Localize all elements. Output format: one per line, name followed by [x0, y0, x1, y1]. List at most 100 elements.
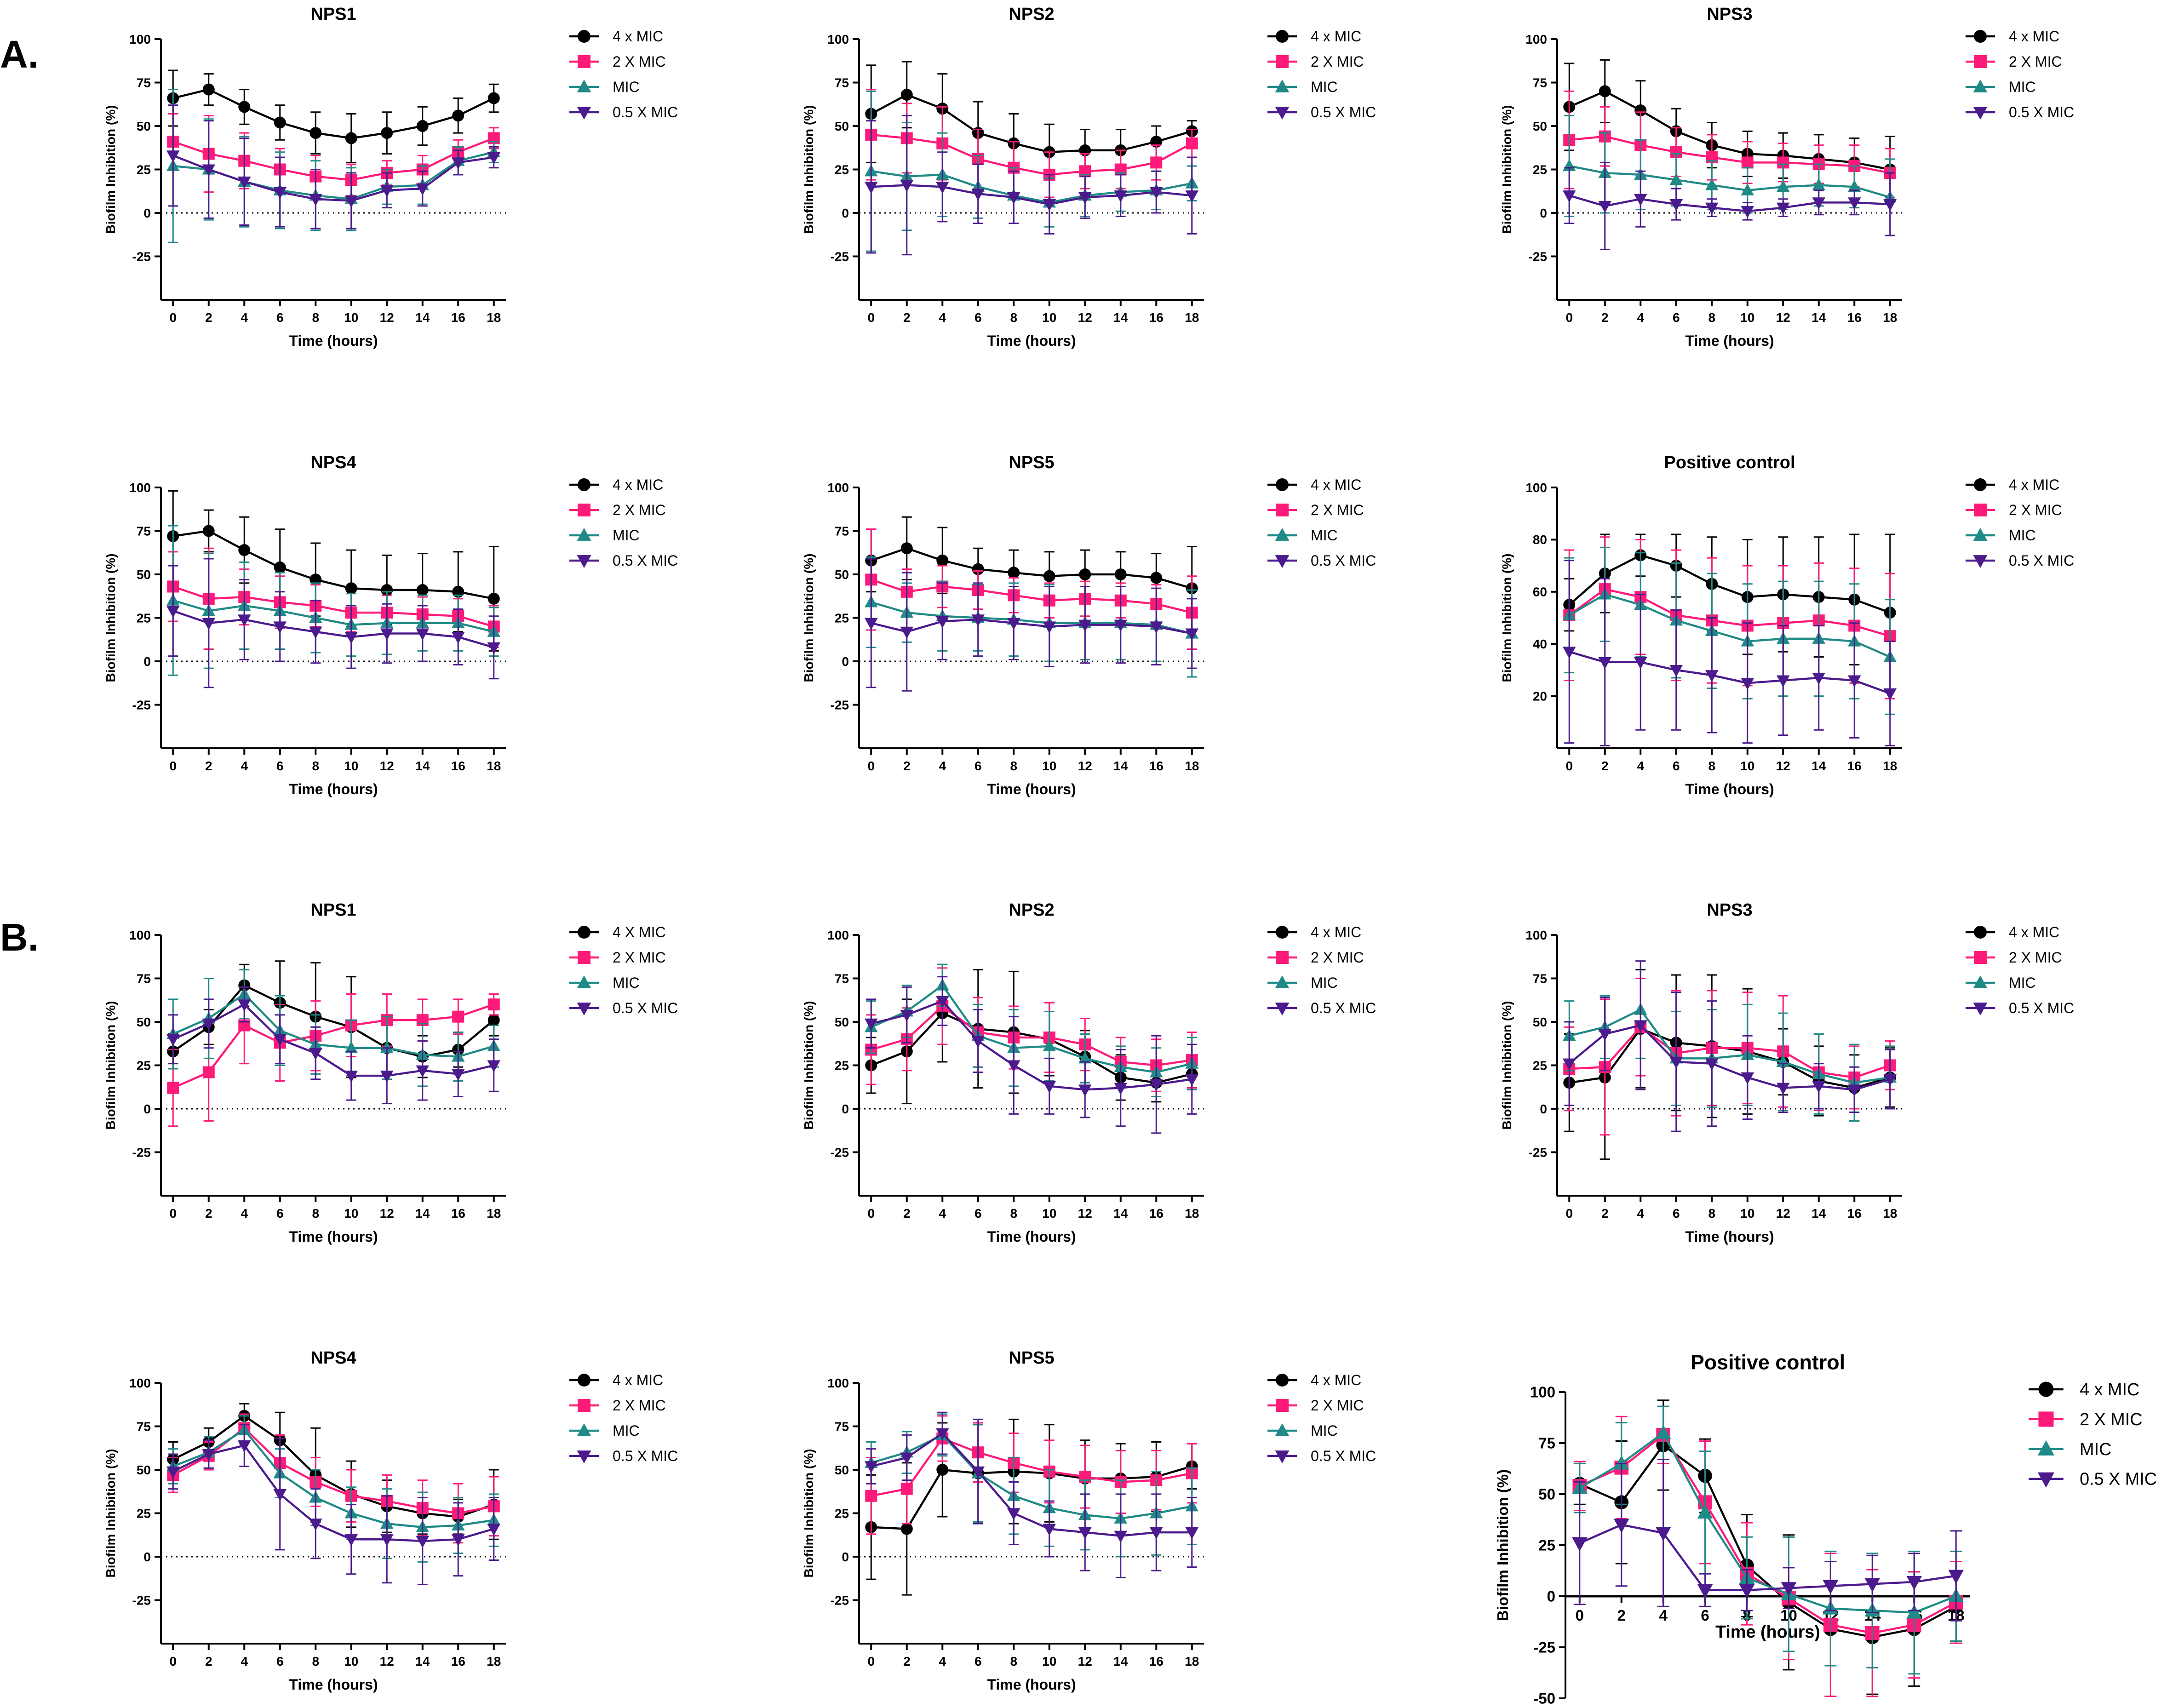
data-point [1864, 1578, 1880, 1593]
data-point [900, 88, 913, 101]
data-point [1078, 192, 1092, 204]
data-point [1613, 1519, 1629, 1533]
x-tick-label: 14 [415, 759, 430, 773]
data-point [1185, 1074, 1199, 1086]
legend-label: 4 x MIC [613, 476, 663, 493]
x-tick-label: 4 [241, 310, 248, 325]
x-tick-label: 2 [903, 1206, 911, 1221]
x-tick-label: 18 [1185, 759, 1199, 773]
data-point [1043, 570, 1055, 582]
series-line [1569, 593, 1891, 658]
data-point [1078, 619, 1092, 632]
legend-marker [1974, 926, 1987, 939]
series-3 [1562, 115, 1897, 236]
legend-item-3: MIC [569, 1422, 640, 1439]
x-tick-label: 14 [1812, 759, 1826, 773]
data-point [1655, 1527, 1671, 1542]
x-tick-label: 6 [975, 310, 982, 325]
legend-marker [578, 926, 590, 939]
series-1 [167, 1403, 500, 1540]
data-point [864, 618, 878, 630]
x-tick-label: 12 [1776, 310, 1790, 325]
x-tick-label: 2 [1601, 310, 1609, 325]
series-line [172, 88, 494, 139]
y-tick-label: 0 [143, 1102, 151, 1116]
legend-label: MIC [613, 79, 640, 95]
legend-item-3: MIC [2029, 1439, 2111, 1459]
data-point [380, 1071, 394, 1083]
x-tick-label: 8 [312, 1206, 319, 1221]
legend-item-3: MIC [1966, 79, 2036, 95]
x-tick-label: 10 [344, 1654, 358, 1668]
legend-marker [1973, 555, 1988, 568]
legend-item-2: 2 X MIC [569, 53, 666, 70]
data-point [1812, 197, 1826, 210]
y-tick-label: 100 [827, 928, 849, 942]
legend-label: 2 X MIC [1311, 1397, 1364, 1414]
legend-item-2: 2 X MIC [1267, 502, 1364, 518]
data-point [1847, 1084, 1861, 1097]
x-tick-label: 8 [1010, 759, 1017, 773]
series-line [871, 1005, 1192, 1066]
series-line [172, 992, 494, 1058]
series-2 [865, 528, 1198, 650]
series-1 [865, 1418, 1198, 1596]
data-point [1008, 567, 1020, 579]
data-point [1150, 156, 1163, 169]
y-tick-label: 75 [137, 524, 151, 538]
data-point [1883, 688, 1897, 700]
y-tick-label: 75 [835, 75, 849, 90]
data-point [1114, 568, 1127, 580]
data-point [1741, 183, 1754, 195]
x-tick-label: 0 [1565, 759, 1573, 773]
y-tick-label: 75 [137, 971, 151, 986]
data-point [1114, 190, 1128, 203]
legend-marker [578, 504, 590, 516]
y-tick-label: 100 [129, 928, 151, 942]
legend-label: 2 X MIC [613, 502, 666, 518]
y-tick-label: 25 [137, 1506, 151, 1520]
x-tick-label: 16 [451, 759, 465, 773]
legend-label: 0.5 X MIC [613, 552, 678, 569]
legend-item-2: 2 X MIC [1966, 949, 2062, 966]
x-tick-label: 14 [415, 1654, 430, 1668]
legend-marker [1275, 1003, 1290, 1016]
series-line [1579, 1433, 1957, 1634]
data-point [900, 180, 914, 192]
series-2 [167, 113, 500, 198]
series-4 [864, 558, 1199, 692]
x-axis-label: Time (hours) [987, 781, 1076, 797]
y-tick-label: -25 [831, 1593, 849, 1607]
y-axis-label: Biofilm Inhibition (%) [802, 554, 816, 682]
data-point [202, 525, 215, 537]
legend-label: 2 X MIC [2009, 949, 2062, 966]
y-axis-label: Biofilm Inhibition (%) [1500, 105, 1514, 234]
series-3 [864, 1413, 1199, 1558]
data-point [274, 561, 286, 573]
legend-item-3: MIC [1267, 79, 1338, 95]
y-tick-label: 0 [842, 654, 849, 669]
legend-item-2: 2 X MIC [1966, 502, 2062, 518]
legend-item-3: MIC [569, 79, 640, 95]
data-point [381, 127, 393, 139]
legend-label: 2 X MIC [613, 1397, 666, 1414]
y-tick-label: 50 [137, 567, 151, 582]
y-tick-label: 25 [1533, 162, 1547, 177]
legend-label: 4 x MIC [1311, 28, 1361, 45]
series-1 [1563, 533, 1896, 692]
x-tick-label: 4 [1637, 310, 1644, 325]
legend-marker [1974, 478, 1987, 491]
data-point [166, 1034, 180, 1046]
legend-marker [1276, 926, 1289, 939]
x-tick-label: 12 [380, 1206, 394, 1221]
series-line [871, 184, 1192, 206]
y-tick-label: 100 [827, 32, 849, 46]
legend-item-3: MIC [1267, 974, 1338, 991]
x-tick-label: 18 [1883, 1206, 1897, 1221]
legend-marker [577, 527, 591, 541]
x-tick-label: 8 [312, 759, 319, 773]
data-point [971, 189, 985, 201]
legend-marker [1974, 55, 1987, 68]
